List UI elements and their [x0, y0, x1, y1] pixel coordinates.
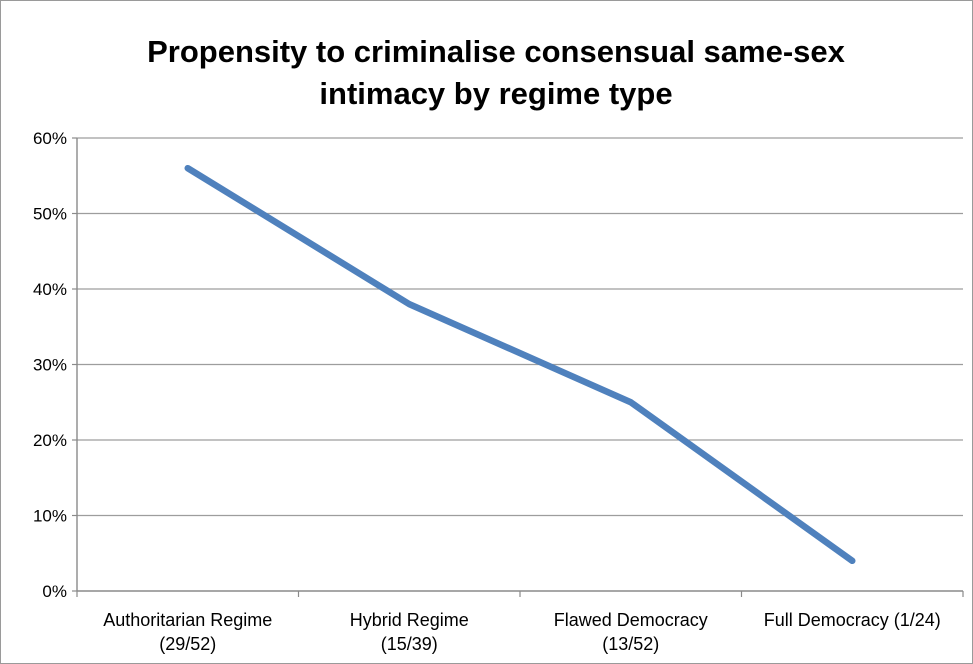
x-tick-label-line: Full Democracy (1/24) — [764, 610, 941, 630]
x-tick-label: Hybrid Regime (15/39) — [350, 610, 469, 654]
gridlines — [77, 137, 963, 517]
y-tick-label: 0% — [42, 582, 67, 601]
y-tick-label: 20% — [33, 431, 67, 450]
x-tick-label-line: (13/52) — [602, 634, 659, 654]
x-tick-label-line: Flawed Democracy — [554, 610, 708, 630]
series-line — [184, 164, 856, 565]
x-tick-label: Full Democracy (1/24) — [764, 610, 941, 630]
y-tick-label: 50% — [33, 205, 67, 224]
chart-title-line: intimacy by regime type — [319, 76, 672, 111]
x-tick-labels: Authoritarian Regime (29/52) Hybrid Regime… — [103, 610, 941, 654]
axes — [72, 137, 964, 597]
x-tick-label-line: (15/39) — [381, 634, 438, 654]
x-tick-label: Flawed Democracy (13/52) — [554, 610, 708, 654]
series-lines — [184, 164, 856, 565]
x-tick-label-line: Authoritarian Regime — [103, 610, 272, 630]
y-tick-labels: 0% 10% 20% 30% 40% 50% 60% — [33, 129, 67, 601]
x-tick-label-line: Hybrid Regime — [350, 610, 469, 630]
y-tick-label: 10% — [33, 507, 67, 526]
y-tick-label: 40% — [33, 280, 67, 299]
chart-title-line: Propensity to criminalise consensual sam… — [147, 34, 846, 69]
y-tick-label: 60% — [33, 129, 67, 148]
x-tick-label-line: (29/52) — [159, 634, 216, 654]
chart-title: Propensity to criminalise consensual sam… — [147, 34, 846, 111]
x-tick-label: Authoritarian Regime (29/52) — [103, 610, 272, 654]
y-tick-label: 30% — [33, 356, 67, 375]
